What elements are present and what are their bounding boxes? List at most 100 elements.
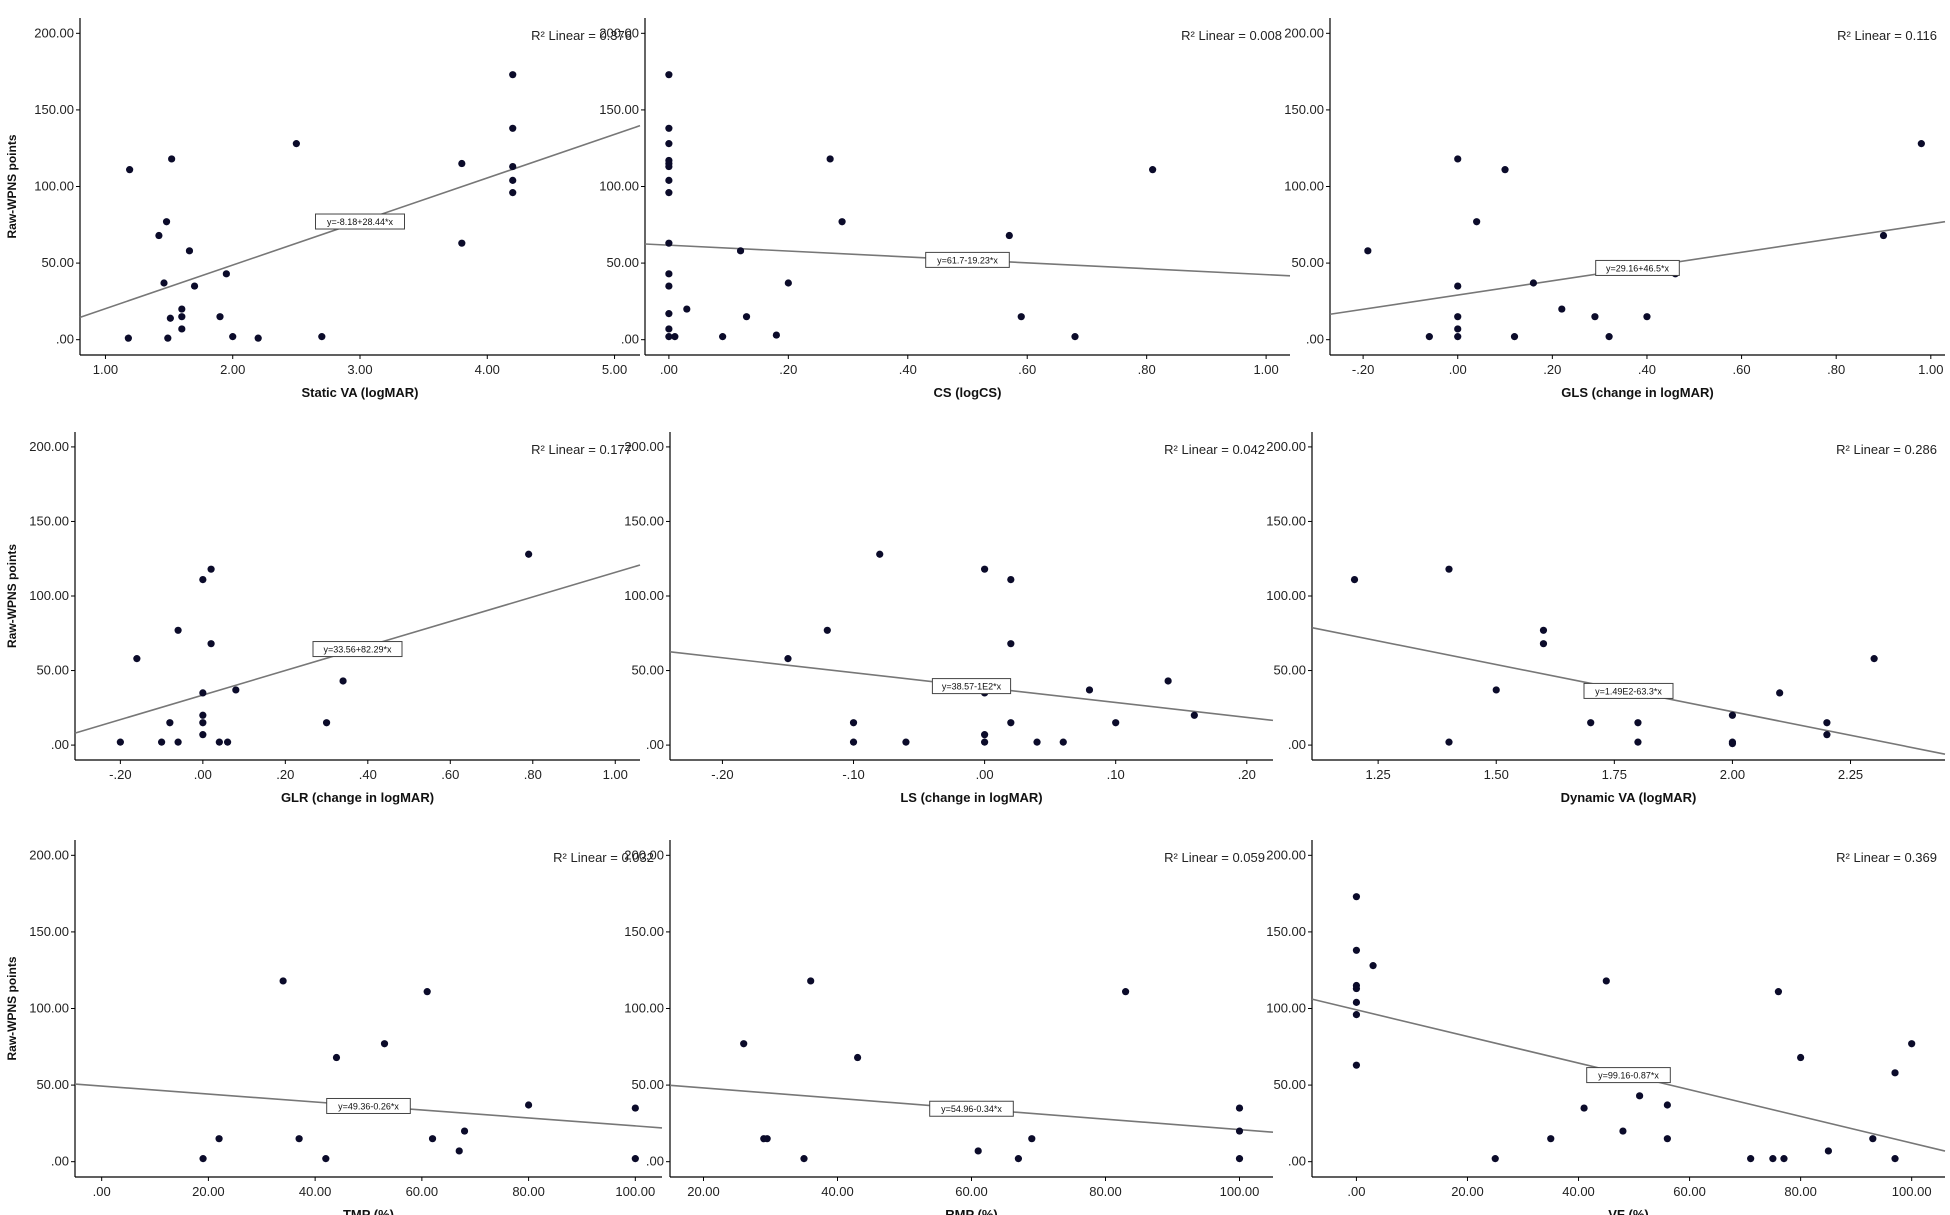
data-point <box>164 334 172 342</box>
y-tick-label: .00 <box>646 1154 664 1169</box>
data-point <box>1634 738 1642 746</box>
data-point <box>1028 1135 1036 1143</box>
equation-box <box>315 213 405 230</box>
data-point <box>1122 988 1130 996</box>
x-tick-label: .00 <box>660 362 678 377</box>
y-tick-label: 100.00 <box>1266 1001 1306 1016</box>
data-point <box>322 719 331 727</box>
equation-box <box>929 1100 1014 1117</box>
data-point <box>1539 640 1548 648</box>
y-tick-label: 100.00 <box>624 1001 664 1016</box>
equation-label: y=33.56+82.29*x <box>323 645 392 655</box>
data-point <box>683 305 691 313</box>
equation-label: y=49.36-0.26*x <box>338 1101 399 1111</box>
x-tick-label: 1.50 <box>1484 767 1509 782</box>
data-point <box>665 239 673 247</box>
data-point <box>1085 686 1094 694</box>
x-tick-label: 60.00 <box>1673 1184 1706 1199</box>
y-tick-label: 150.00 <box>624 513 664 528</box>
y-tick-label: 150.00 <box>29 513 69 528</box>
x-tick-label: .20 <box>779 362 797 377</box>
data-point <box>1728 711 1737 719</box>
data-point <box>155 231 163 240</box>
x-tick-label: -.10 <box>842 767 864 782</box>
data-point <box>1491 1155 1499 1163</box>
data-point <box>981 565 989 573</box>
data-point <box>740 1040 748 1048</box>
data-point <box>1352 1061 1361 1069</box>
x-tick-label: 1.25 <box>1365 767 1390 782</box>
x-tick-label: .00 <box>194 767 212 782</box>
data-point <box>1112 719 1120 727</box>
x-tick-label: 20.00 <box>687 1184 720 1199</box>
data-point <box>854 1053 862 1062</box>
x-tick-label: 80.00 <box>1784 1184 1817 1199</box>
x-axis-label: CS (logCS) <box>934 385 1002 400</box>
y-tick-label: 200.00 <box>29 847 69 862</box>
data-point <box>665 282 673 290</box>
y-tick-label: 100.00 <box>34 179 74 194</box>
x-tick-label: .60 <box>1018 362 1036 377</box>
data-point <box>1891 1069 1899 1077</box>
data-point <box>322 1155 330 1163</box>
data-point <box>1501 166 1509 174</box>
y-tick-label: 50.00 <box>41 255 74 270</box>
y-tick-label: 200.00 <box>1284 25 1324 40</box>
data-point <box>160 279 168 287</box>
x-tick-label: 40.00 <box>299 1184 332 1199</box>
scatter-panel-2: .00 50.00 100.00 150.00 200.00 .00 .20 .40 .60 .8… <box>599 18 1291 400</box>
data-point <box>1149 166 1157 174</box>
data-point <box>1014 1155 1023 1163</box>
x-tick-label: 2.25 <box>1838 767 1863 782</box>
data-point <box>295 1135 303 1143</box>
x-tick-label: -.20 <box>1352 362 1374 377</box>
x-tick-label: .40 <box>899 362 917 377</box>
x-tick-label: .20 <box>1238 767 1256 782</box>
data-point <box>380 1040 389 1048</box>
x-tick-label: 60.00 <box>955 1184 988 1199</box>
equation-box <box>326 1097 411 1114</box>
data-point <box>339 677 347 685</box>
data-point <box>1454 313 1462 321</box>
x-tick-label: .40 <box>1638 362 1656 377</box>
r-squared-label: R² Linear = 0.376 <box>531 28 632 43</box>
r-squared-label: R² Linear = 0.042 <box>1164 442 1265 457</box>
y-tick-label: 50.00 <box>1273 1077 1306 1092</box>
data-point <box>166 719 174 727</box>
x-tick-label: 5.00 <box>602 362 627 377</box>
data-point <box>332 1053 341 1062</box>
y-tick-label: 50.00 <box>36 663 69 678</box>
x-tick-label: 20.00 <box>1451 1184 1484 1199</box>
scatter-panel-3: .00 50.00 100.00 150.00 200.00 -.20 .00 .20 .40.… <box>1284 18 1946 400</box>
data-point <box>166 314 174 322</box>
y-axis-label: Raw-WPNS points <box>5 956 19 1060</box>
data-point <box>1776 689 1784 697</box>
x-tick-label: 80.00 <box>512 1184 545 1199</box>
x-axis-label: Static VA (logMAR) <box>302 385 419 400</box>
x-axis-label: GLR (change in logMAR) <box>281 790 434 805</box>
x-tick-label: 100.00 <box>1892 1184 1932 1199</box>
y-tick-label: .00 <box>1288 737 1306 752</box>
data-point <box>1823 719 1831 727</box>
data-point <box>199 711 207 719</box>
data-point <box>784 655 792 663</box>
data-point <box>902 738 910 746</box>
y-tick-label: .00 <box>1306 332 1324 347</box>
x-tick-label: -.20 <box>711 767 733 782</box>
data-point <box>1007 719 1015 727</box>
data-point <box>665 270 673 278</box>
scatter-panel-7: .00 50.00 100.00 150.00 200.00 .00 20.00 40.00 6… <box>5 840 663 1215</box>
x-tick-label: .40 <box>359 767 377 782</box>
y-tick-label: 100.00 <box>29 588 69 603</box>
equation-label: y=61.7-19.23*x <box>937 255 998 265</box>
data-point <box>423 988 431 996</box>
data-point <box>509 71 517 79</box>
data-point <box>292 140 300 148</box>
y-tick-label: 100.00 <box>1266 588 1306 603</box>
data-point <box>665 325 673 333</box>
x-axis-label: TMP (%) <box>343 1207 394 1215</box>
y-tick-label: 150.00 <box>1284 102 1324 117</box>
y-axis-label: Raw-WPNS points <box>5 134 19 238</box>
y-axis-label: Raw-WPNS points <box>5 544 19 648</box>
data-point <box>665 162 673 171</box>
